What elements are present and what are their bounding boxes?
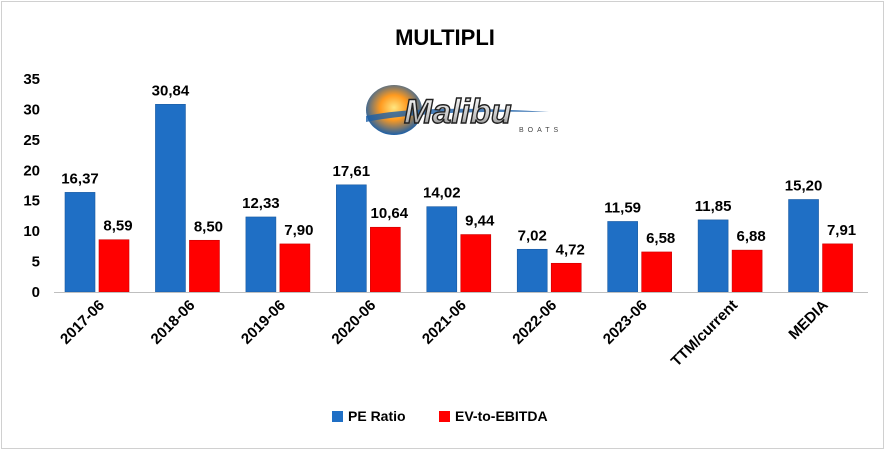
bar-ev-to-ebitda	[641, 251, 672, 293]
legend-label-pe-ratio: PE Ratio	[348, 408, 406, 424]
legend-swatch-ev-to-ebitda	[439, 411, 450, 422]
y-tick-label: 35	[23, 71, 40, 88]
y-tick-label: 15	[23, 193, 40, 210]
data-label-pe-ratio: 14,02	[423, 185, 461, 202]
y-tick-label: 5	[32, 254, 40, 271]
data-label-pe-ratio: 30,84	[152, 82, 190, 99]
bar-pe-ratio	[426, 206, 458, 293]
y-tick-label: 20	[23, 162, 40, 179]
bar-ev-to-ebitda	[731, 249, 763, 293]
legend-swatch-pe-ratio	[332, 411, 343, 422]
data-label-ev-to-ebitda: 8,59	[103, 218, 132, 235]
bar-pe-ratio	[788, 199, 819, 293]
data-label-pe-ratio: 12,33	[242, 195, 280, 212]
y-tick-label: 25	[23, 132, 40, 149]
bar-pe-ratio	[336, 184, 367, 293]
bar-pe-ratio	[245, 216, 277, 293]
logo-swoosh-icon	[366, 108, 549, 122]
chart-title: MULTIPLI	[395, 25, 495, 50]
malibu-logo: Malibu BOATS	[366, 85, 562, 135]
bar-pe-ratio	[516, 248, 548, 293]
bar-ev-to-ebitda	[370, 226, 401, 293]
data-label-ev-to-ebitda: 6,88	[737, 228, 766, 245]
x-tick-label: 2022-06	[509, 297, 560, 348]
bar-ev-to-ebitda	[189, 239, 220, 293]
data-label-ev-to-ebitda: 7,91	[827, 222, 856, 239]
data-label-pe-ratio: 17,61	[333, 163, 371, 180]
bar-ev-to-ebitda	[98, 239, 130, 293]
data-label-pe-ratio: 11,59	[604, 199, 641, 216]
bar-pe-ratio	[607, 221, 638, 293]
data-label-ev-to-ebitda: 7,90	[284, 222, 313, 239]
x-axis: 2017-06 2018-06 2019-06 2020-06 2021-06 2022-…	[54, 292, 868, 370]
data-label-ev-to-ebitda: 8,50	[194, 218, 223, 235]
data-label-ev-to-ebitda: 4,72	[556, 241, 585, 258]
x-tick-label: TTM/current	[668, 297, 741, 370]
legend-label-ev-to-ebitda: EV-to-EBITDA	[455, 408, 548, 424]
legend: PE Ratio EV-to-EBITDA	[332, 408, 548, 424]
y-tick-label: 0	[32, 284, 40, 301]
data-label-ev-to-ebitda: 6,58	[646, 230, 675, 247]
data-label-pe-ratio: 16,37	[61, 170, 99, 187]
data-label-pe-ratio: 11,85	[695, 198, 732, 215]
bar-ev-to-ebitda	[822, 243, 853, 293]
x-tick-label: 2023-06	[600, 297, 651, 348]
data-label-pe-ratio: 15,20	[785, 177, 823, 194]
logo-sun-icon	[366, 85, 422, 135]
bar-ev-to-ebitda	[279, 243, 311, 293]
x-tick-label: MEDIA	[785, 297, 831, 343]
x-tick-label: 2021-06	[419, 297, 470, 348]
bar-ev-to-ebitda	[460, 234, 492, 293]
logo-wordmark: Malibu	[404, 93, 512, 131]
y-tick-label: 10	[23, 223, 40, 240]
data-label-pe-ratio: 7,02	[518, 227, 547, 244]
bar-ev-to-ebitda	[550, 262, 582, 293]
bar-pe-ratio	[697, 219, 729, 293]
logo-subtext: BOATS	[519, 127, 562, 134]
x-tick-label: 2018-06	[148, 297, 199, 348]
x-tick-label: 2020-06	[328, 297, 379, 348]
y-tick-label: 30	[23, 101, 40, 118]
data-label-ev-to-ebitda: 9,44	[465, 213, 495, 230]
bar-pe-ratio	[64, 192, 96, 293]
x-tick-label: 2019-06	[238, 297, 289, 348]
y-axis: 0 5 10 15 20 25 30 35	[23, 71, 40, 301]
bar-pe-ratio	[155, 104, 186, 293]
x-tick-label: 2017-06	[57, 297, 108, 348]
data-label-ev-to-ebitda: 10,64	[371, 205, 409, 222]
bars-group: 16,37 8,59 30,84 8,50 12,337,90 17,61 10,64 14,…	[61, 82, 856, 293]
